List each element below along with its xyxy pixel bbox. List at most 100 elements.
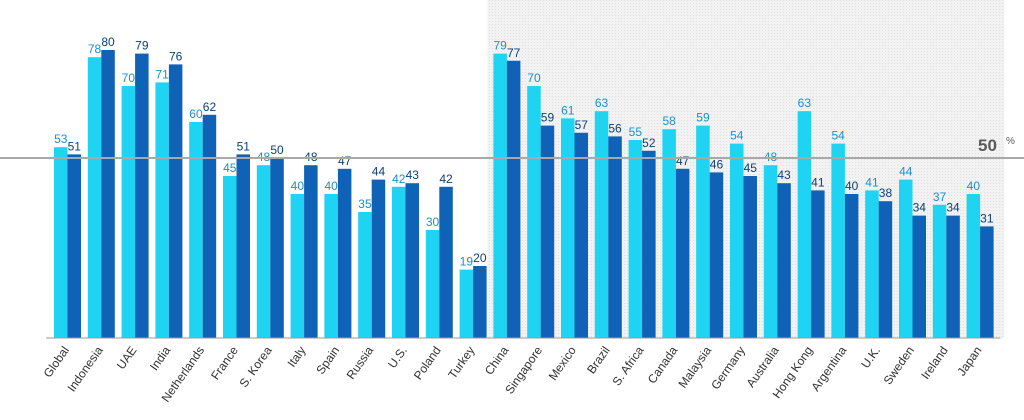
bar-series-2 bbox=[946, 215, 960, 338]
bar-series-1 bbox=[763, 165, 778, 338]
data-label-series-2: 47 bbox=[676, 154, 690, 168]
data-label-series-2: 59 bbox=[541, 111, 555, 125]
bar-series-1 bbox=[324, 194, 338, 338]
bar-series-2 bbox=[709, 172, 724, 338]
bar-series-2 bbox=[811, 190, 825, 338]
x-tick-label: Germany bbox=[708, 344, 748, 392]
data-label-series-1: 40 bbox=[324, 179, 338, 193]
bar-series-1 bbox=[594, 111, 609, 338]
reference-line-label: 50 bbox=[978, 136, 997, 155]
reference-line-group: 50% bbox=[0, 136, 1024, 159]
bar-series-2 bbox=[405, 183, 419, 338]
bar-series-2 bbox=[506, 60, 521, 339]
bar-series-2 bbox=[439, 186, 453, 338]
data-label-series-1: 71 bbox=[155, 67, 169, 81]
x-tick-label: Turkey bbox=[445, 344, 477, 382]
bar-series-2 bbox=[608, 136, 622, 338]
bar-series-2 bbox=[540, 125, 555, 338]
bar-series-2 bbox=[371, 179, 386, 338]
bars-group: 5351788070797176606245514850404840473544… bbox=[54, 35, 994, 339]
bar-series-1 bbox=[223, 176, 237, 338]
data-label-series-2: 77 bbox=[507, 46, 521, 60]
bar-series-2 bbox=[473, 266, 487, 338]
data-label-series-1: 70 bbox=[122, 71, 136, 85]
bar-series-1 bbox=[459, 269, 474, 338]
bar-series-1 bbox=[358, 212, 372, 338]
reference-line-unit: % bbox=[1006, 136, 1015, 147]
data-label-series-1: 44 bbox=[899, 165, 913, 179]
data-label-series-2: 51 bbox=[237, 139, 251, 153]
bar-series-1 bbox=[392, 186, 406, 338]
data-label-series-1: 54 bbox=[831, 129, 845, 143]
data-label-series-2: 45 bbox=[744, 161, 758, 175]
data-label-series-2: 51 bbox=[68, 139, 82, 153]
data-label-series-2: 34 bbox=[946, 201, 960, 215]
data-label-series-1: 55 bbox=[629, 125, 643, 139]
data-label-series-2: 40 bbox=[845, 179, 859, 193]
bar-series-2 bbox=[777, 183, 791, 338]
data-label-series-2: 31 bbox=[980, 211, 994, 225]
x-tick-label: Spain bbox=[313, 344, 342, 377]
bar-series-1 bbox=[54, 147, 68, 338]
data-label-series-1: 42 bbox=[392, 172, 406, 186]
data-label-series-2: 38 bbox=[879, 186, 893, 200]
bar-series-1 bbox=[730, 143, 744, 338]
bar-series-1 bbox=[256, 165, 271, 338]
data-label-series-2: 52 bbox=[642, 136, 656, 150]
bar-series-2 bbox=[202, 114, 217, 338]
data-label-series-2: 80 bbox=[101, 35, 115, 49]
data-label-series-1: 63 bbox=[798, 96, 812, 110]
data-label-series-2: 20 bbox=[473, 251, 487, 265]
x-tick-label: India bbox=[147, 343, 174, 373]
bar-series-2 bbox=[304, 165, 318, 338]
bar-series-1 bbox=[121, 86, 136, 338]
x-tick-label: S. Korea bbox=[237, 343, 275, 390]
bar-series-2 bbox=[980, 226, 994, 338]
bar-series-1 bbox=[966, 194, 981, 338]
data-label-series-2: 76 bbox=[169, 49, 183, 63]
data-label-series-2: 43 bbox=[777, 168, 791, 182]
bar-series-2 bbox=[878, 201, 893, 338]
x-tick-label: Italy bbox=[284, 344, 308, 370]
x-tick-label: Global bbox=[41, 344, 72, 380]
data-label-series-2: 34 bbox=[913, 201, 927, 215]
bar-series-1 bbox=[87, 57, 102, 338]
x-tick-label: Poland bbox=[411, 344, 444, 383]
data-label-series-1: 40 bbox=[967, 179, 981, 193]
bar-series-1 bbox=[425, 230, 440, 338]
bar-series-1 bbox=[493, 53, 507, 338]
x-tick-label: U.K. bbox=[858, 344, 883, 371]
bar-series-1 bbox=[899, 179, 913, 338]
data-label-series-1: 53 bbox=[54, 132, 68, 146]
data-label-series-1: 37 bbox=[933, 190, 947, 204]
bar-series-1 bbox=[797, 111, 812, 338]
data-label-series-1: 79 bbox=[493, 39, 507, 53]
bar-series-2 bbox=[743, 176, 757, 338]
x-tick-label: S. Africa bbox=[609, 343, 646, 388]
data-label-series-1: 41 bbox=[865, 175, 879, 189]
bar-series-1 bbox=[628, 140, 643, 338]
data-label-series-2: 56 bbox=[608, 121, 622, 135]
data-label-series-1: 40 bbox=[291, 179, 305, 193]
data-label-series-2: 50 bbox=[270, 143, 284, 157]
data-label-series-2: 62 bbox=[203, 100, 217, 114]
data-label-series-1: 70 bbox=[527, 71, 541, 85]
x-tick-label: U.S. bbox=[385, 344, 410, 371]
x-tick-label: Brazil bbox=[584, 344, 613, 377]
data-label-series-1: 59 bbox=[696, 111, 710, 125]
bar-series-1 bbox=[527, 86, 541, 338]
x-tick-label: China bbox=[482, 343, 512, 377]
data-label-series-1: 35 bbox=[358, 197, 372, 211]
x-tick-label: Japan bbox=[954, 344, 984, 379]
bar-series-1 bbox=[662, 129, 676, 338]
bar-series-1 bbox=[932, 204, 947, 338]
data-label-series-2: 57 bbox=[575, 118, 589, 132]
x-tick-label: Argentina bbox=[808, 343, 849, 393]
bar-series-1 bbox=[865, 190, 879, 338]
bar-series-2 bbox=[67, 154, 81, 338]
data-label-series-1: 45 bbox=[223, 161, 237, 175]
bar-series-2 bbox=[270, 158, 284, 338]
bar-series-2 bbox=[675, 168, 690, 338]
